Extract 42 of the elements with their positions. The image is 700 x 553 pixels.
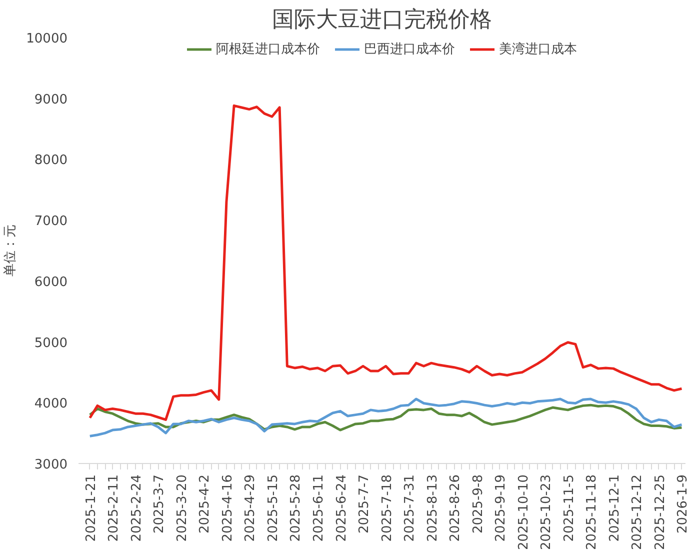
x-tick-label: 2025-8-13: [425, 474, 440, 542]
x-tick-label: 2025-1-21: [84, 474, 99, 542]
x-tick-label: 2025-4-16: [220, 474, 236, 542]
x-tick-label: 2025-2-11: [106, 474, 122, 542]
y-tick-label: 5000: [34, 336, 68, 351]
y-tick-label: 4000: [34, 396, 68, 412]
x-tick-label: 2025-3-7: [152, 474, 168, 534]
x-tick-label: 2025-6-11: [312, 474, 327, 542]
line-series: [88, 398, 683, 438]
x-tick-label: 2025-4-2: [198, 474, 213, 534]
x-tick-label: 2025-7-18: [380, 474, 395, 542]
x-tick-label: 2025-5-15: [266, 474, 281, 542]
y-tick-label: 7000: [34, 214, 68, 230]
x-tick-label: 2025-9-19: [494, 474, 509, 542]
y-tick-label: 9000: [34, 92, 68, 108]
x-tick-label: 2025-6-24: [334, 474, 350, 542]
x-tick-label: 2025-11-5: [562, 474, 577, 542]
x-tick-label: 2025-3-20: [174, 474, 190, 542]
line-series: [88, 104, 683, 421]
x-tick-label: 2025-7-31: [402, 474, 418, 542]
x-tick-label: 2025-12-25: [652, 474, 668, 550]
x-tick-label: 2025-5-28: [288, 474, 304, 542]
legend-label: 巴西进口成本价: [364, 41, 455, 58]
x-tick-label: 2025-8-26: [448, 474, 464, 542]
y-tick-label: 8000: [34, 153, 68, 168]
legend-label: 阿根廷进口成本价: [216, 41, 320, 58]
x-tick-label: 2026-1-9: [676, 474, 691, 534]
chart-title: 国际大豆进口完税价格: [272, 8, 492, 32]
y-tick-label: 6000: [34, 274, 68, 290]
x-tick-label: 2025-9-8: [470, 474, 486, 534]
y-tick-label: 10000: [26, 32, 68, 46]
legend-label: 美湾进口成本: [499, 41, 577, 58]
x-tick-label: 2025-10-23: [539, 474, 554, 550]
x-tick-label: 2025-10-10: [516, 474, 532, 550]
x-tick-label: 2025-12-1: [607, 474, 622, 542]
x-tick-label: 2025-4-29: [243, 474, 258, 542]
x-tick-label: 2025-11-18: [584, 474, 600, 550]
y-tick-label: 3000: [34, 458, 68, 472]
y-axis-title: 单位：元: [3, 224, 18, 276]
x-tick-label: 2025-12-12: [630, 474, 646, 550]
x-tick-label: 2025-7-7: [357, 474, 372, 534]
x-tick-label: 2025-2-24: [129, 474, 144, 542]
